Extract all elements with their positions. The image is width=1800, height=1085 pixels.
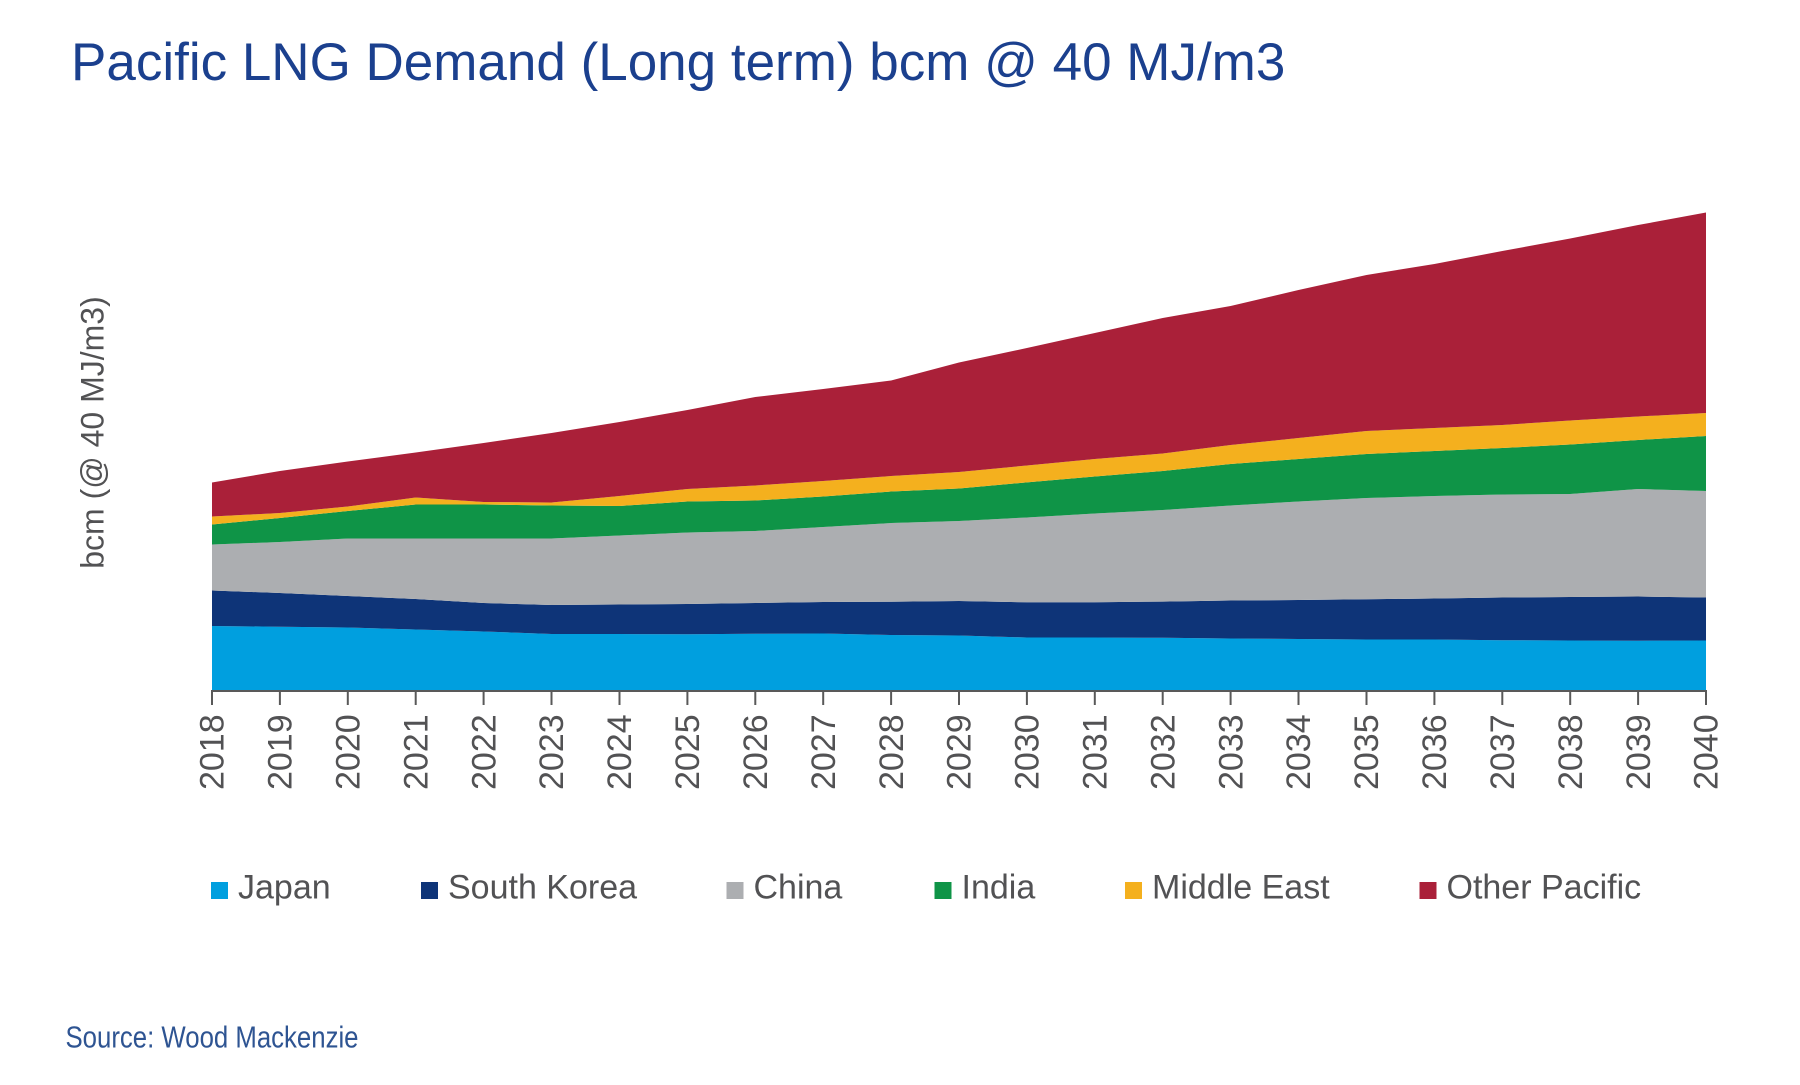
svg-text:2029: 2029 <box>941 714 979 790</box>
svg-text:2028: 2028 <box>873 714 911 790</box>
svg-text:2034: 2034 <box>1280 714 1318 790</box>
svg-text:2023: 2023 <box>533 714 571 790</box>
svg-text:India: India <box>962 869 1036 907</box>
svg-text:Pacific LNG Demand (Long term): Pacific LNG Demand (Long term) bcm @ 40 … <box>71 33 1285 92</box>
svg-text:2026: 2026 <box>737 714 775 790</box>
svg-text:2040: 2040 <box>1688 714 1726 790</box>
svg-text:2036: 2036 <box>1416 714 1454 790</box>
svg-text:2020: 2020 <box>330 714 368 790</box>
svg-text:2024: 2024 <box>601 714 639 790</box>
svg-text:2032: 2032 <box>1144 714 1182 790</box>
svg-text:2030: 2030 <box>1009 714 1047 790</box>
svg-text:Japan: Japan <box>238 869 331 907</box>
svg-text:2027: 2027 <box>805 714 843 790</box>
svg-text:2031: 2031 <box>1077 714 1115 790</box>
svg-text:2033: 2033 <box>1212 714 1250 790</box>
svg-text:2025: 2025 <box>669 714 707 790</box>
svg-text:South Korea: South Korea <box>448 869 637 907</box>
svg-text:2018: 2018 <box>194 714 232 790</box>
svg-text:2035: 2035 <box>1348 714 1386 790</box>
svg-text:Other Pacific: Other Pacific <box>1447 869 1642 907</box>
svg-text:2019: 2019 <box>262 714 300 790</box>
svg-text:2038: 2038 <box>1552 714 1590 790</box>
svg-text:2022: 2022 <box>465 714 503 790</box>
svg-text:Middle East: Middle East <box>1152 869 1330 907</box>
svg-text:bcm (@ 40 MJ/m3): bcm (@ 40 MJ/m3) <box>74 296 110 569</box>
svg-text:2037: 2037 <box>1484 714 1522 790</box>
svg-text:Source: Wood Mackenzie: Source: Wood Mackenzie <box>66 1020 359 1055</box>
svg-text:China: China <box>754 869 843 907</box>
svg-text:2021: 2021 <box>397 714 435 790</box>
svg-text:2039: 2039 <box>1620 714 1658 790</box>
